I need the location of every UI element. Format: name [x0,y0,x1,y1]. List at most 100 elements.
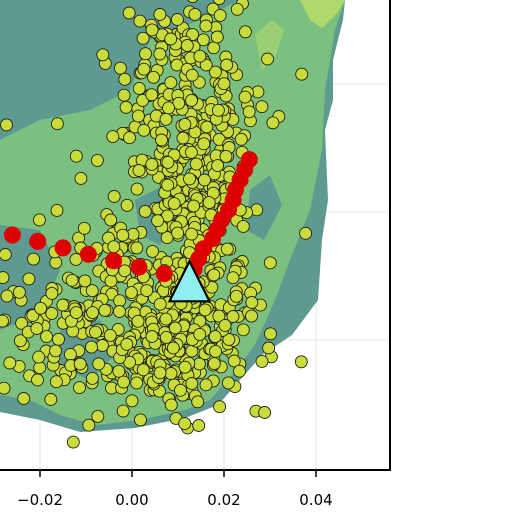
data-point [133,14,147,28]
data-point [107,190,121,203]
data-point [226,310,240,323]
data-point [0,314,9,328]
data-point [44,393,58,406]
path-marker-0 [3,226,21,244]
data-point [33,361,47,375]
data-point [207,357,221,371]
data-point [159,312,173,326]
data-point [89,325,102,339]
data-point [118,72,132,86]
data-point [245,309,258,323]
data-point [192,419,206,432]
data-point [162,101,175,115]
data-point [63,347,77,361]
data-point [85,340,98,354]
data-point [98,303,112,317]
data-point [31,373,44,387]
data-point [185,377,199,390]
data-point [130,376,144,390]
data-point [120,337,134,351]
data-point [132,81,146,95]
data-point [220,242,234,256]
data-point [199,19,213,33]
data-point [238,25,252,39]
triangle-marker [167,258,212,303]
data-point [32,213,46,227]
data-point [15,316,29,330]
data-point [136,93,150,107]
data-point [113,305,126,318]
data-point [124,286,138,300]
data-point [0,289,14,303]
data-point [178,360,192,374]
data-point [0,271,10,285]
data-point [229,289,243,303]
data-point [264,327,277,341]
data-point [145,330,159,343]
data-point [153,297,167,311]
data-point [193,327,207,341]
path-marker-18 [240,151,258,169]
data-point [50,203,64,217]
data-point [147,70,160,84]
data-point [12,285,26,299]
data-point [202,196,216,210]
data-point [213,400,227,414]
x-tick-label-2: 0.02 [207,491,240,509]
data-point [266,116,280,130]
data-point [207,268,221,282]
data-point [207,41,221,55]
x-ticks: −0.02 0.00 0.02 0.04 [17,470,333,509]
data-point [159,330,173,344]
data-point [208,330,222,344]
data-point [262,341,276,355]
data-point [218,318,232,332]
data-point [174,383,187,397]
data-point [210,30,224,44]
data-point [153,366,167,380]
data-point [219,149,233,163]
data-point [183,172,196,186]
data-point [153,47,167,61]
data-point [136,31,150,45]
data-point [197,137,211,151]
data-point [234,132,248,146]
data-point [3,356,17,370]
data-point [139,47,152,61]
data-point [92,357,106,371]
data-point [116,404,130,418]
data-point [199,378,213,392]
data-point [91,409,105,423]
data-point [255,354,269,368]
data-point [255,100,269,114]
data-point [299,226,313,240]
data-point [117,88,131,102]
data-point [193,49,207,63]
path-markers [3,151,258,283]
data-point [120,198,134,212]
triangle-marker-layer [167,258,212,303]
path-marker-3 [79,245,97,263]
data-point [106,130,120,144]
data-point [118,264,132,278]
data-point [136,363,150,377]
data-point [245,296,259,309]
data-point [180,39,194,52]
data-point [238,90,252,104]
data-point [0,381,11,395]
data-point [112,364,126,378]
data-point [69,306,83,320]
data-point [170,13,184,26]
data-point [122,6,136,20]
data-point [185,227,199,241]
data-point [77,221,91,235]
data-point [185,93,198,107]
data-point [168,321,182,335]
data-point [187,199,201,213]
data-point [73,357,87,371]
data-point [178,117,192,131]
data-point [130,241,144,255]
data-point [184,145,198,159]
path-marker-6 [155,265,173,283]
